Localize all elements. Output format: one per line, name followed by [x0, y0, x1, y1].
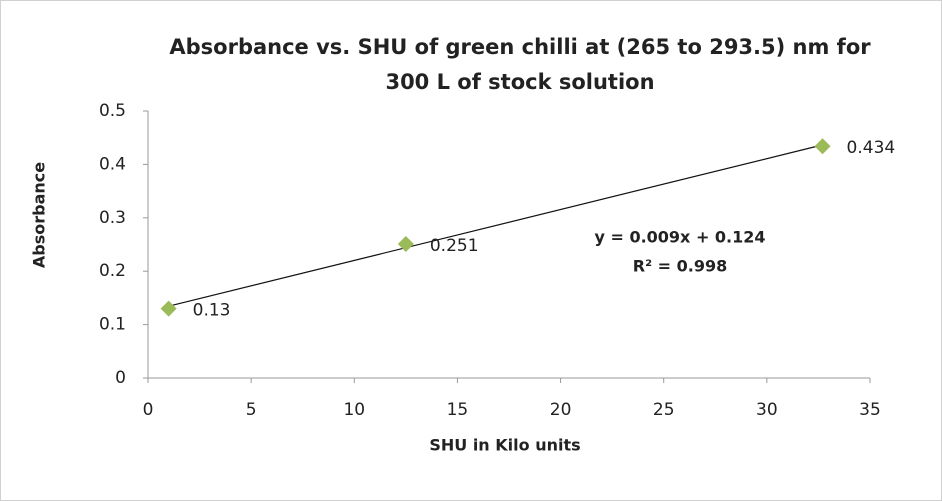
x-tick-label: 20: [550, 400, 572, 420]
y-tick-label: 0.2: [99, 261, 126, 281]
chart-title: Absorbance vs. SHU of green chilli at (2…: [169, 35, 871, 59]
x-axis-label: SHU in Kilo units: [429, 436, 580, 455]
y-axis-label: Absorbance: [30, 162, 49, 268]
x-tick-label: 0: [143, 400, 154, 420]
data-label: 0.251: [430, 236, 479, 256]
x-tick-label: 25: [653, 400, 675, 420]
equation: y = 0.009x + 0.124: [594, 228, 765, 247]
y-tick-label: 0.4: [99, 154, 126, 174]
r-squared: R² = 0.998: [633, 257, 727, 276]
x-tick-label: 10: [343, 400, 365, 420]
trendline: [168, 144, 823, 307]
y-tick-label: 0.1: [99, 315, 126, 335]
x-tick-label: 5: [246, 400, 257, 420]
y-tick-label: 0.5: [99, 101, 126, 121]
marker: [814, 138, 831, 155]
x-tick-label: 30: [756, 400, 778, 420]
chart-title: 300 L of stock solution: [385, 70, 654, 94]
data-label: 0.434: [847, 138, 896, 158]
x-tick-label: 35: [859, 400, 881, 420]
marker: [160, 300, 177, 317]
marker: [397, 235, 414, 252]
data-label: 0.13: [193, 301, 231, 321]
y-tick-label: 0: [115, 368, 126, 388]
x-tick-label: 15: [447, 400, 469, 420]
y-tick-label: 0.3: [99, 208, 126, 228]
